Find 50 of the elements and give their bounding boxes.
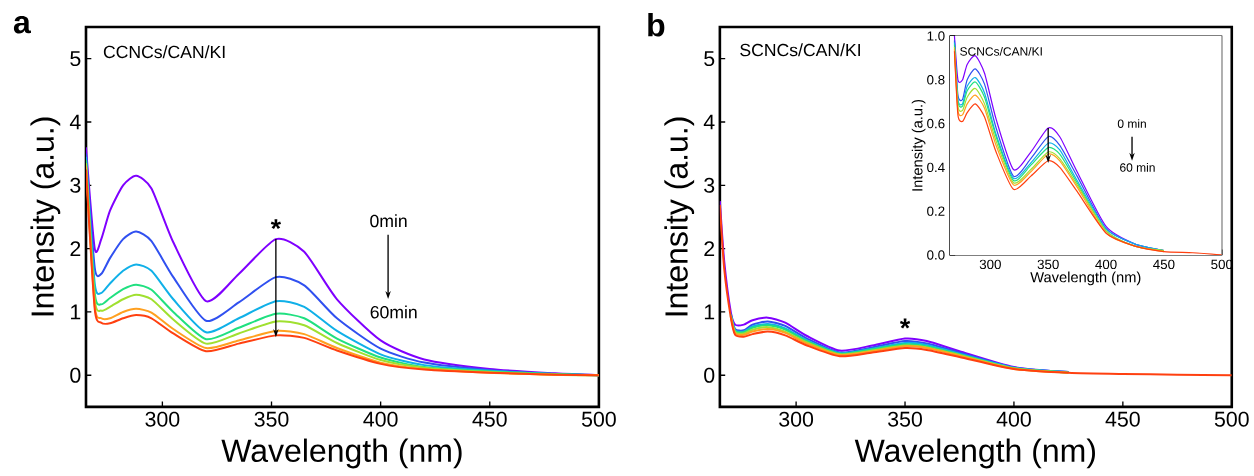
x-tick-label: 450 [1105,411,1140,427]
annotation: * [270,219,282,230]
y-tick-label: 0.4 [927,162,945,173]
y-tick-label: 0.2 [927,206,945,216]
y-tick-label: 5 [704,51,715,67]
x-tick-label: 300 [145,411,180,427]
x-tick-label: 300 [779,411,814,427]
x-tick-label: 350 [254,411,289,427]
y-axis-title: Intensity (a.u.) [30,117,61,316]
y-axis-title: Intensity (a.u.) [664,117,695,316]
annotation: 0min [370,214,407,228]
y-tick-label: 3 [70,177,81,193]
y-tick-label: 2 [70,241,81,257]
x-tick-label: 400 [363,411,398,427]
line-series [719,203,1232,377]
y-tick-label: 1 [704,304,715,320]
chart-title: a [13,15,31,34]
y-tick-label: 0.8 [927,75,945,85]
annotation: 60 min [1120,163,1155,172]
annotation: SCNCs/CAN/KI [960,46,1042,56]
y-tick-label: 0 [70,367,81,383]
y-tick-label: 0.6 [927,118,945,129]
x-tick-label: 300 [979,259,1001,270]
chart-title: b [648,13,665,37]
annotation: SCNCs/CAN/KI [740,43,860,57]
annotation: 0 min [1117,119,1146,129]
x-tick-label: 450 [1153,259,1175,270]
x-tick-label: 400 [1095,259,1117,270]
y-tick-label: 4 [69,114,81,130]
x-tick-label: 500 [1214,411,1249,427]
y-tick-label: 0 [704,367,715,383]
x-axis-title: Wavelength (nm) [854,438,1095,469]
y-tick-label: 1.0 [927,31,945,41]
y-axis-title: Intensity (a.u.) [911,99,926,191]
x-axis-title: Wavelength (nm) [1030,271,1141,286]
y-tick-label: 5 [70,51,81,67]
y-tick-label: 4 [703,114,715,130]
x-axis-title: Wavelength (nm) [221,438,462,469]
y-tick-label: 0.0 [927,250,945,260]
y-tick-label: 1 [71,304,81,320]
annotation: CCNCs/CAN/KI [103,45,225,59]
x-tick-label: 400 [996,411,1031,427]
x-tick-label: 350 [1037,259,1059,270]
y-tick-label: 2 [704,241,715,257]
x-tick-label: 450 [472,411,507,427]
y-tick-label: 3 [704,177,715,193]
x-tick-label: 500 [581,411,616,427]
annotation: 60min [370,305,417,319]
x-tick-label: 350 [888,411,922,427]
annotation: * [899,318,911,329]
